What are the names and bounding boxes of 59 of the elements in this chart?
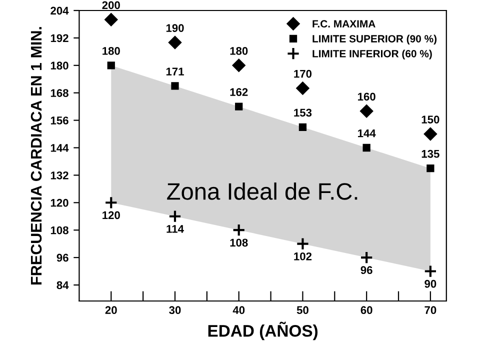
annotation: Zona Ideal de F.C. — [167, 182, 358, 200]
y-tick-label: 144 — [50, 144, 69, 152]
data-label: 90 — [424, 280, 436, 288]
point — [168, 210, 182, 223]
point — [168, 36, 182, 50]
point — [298, 123, 307, 131]
point — [426, 164, 434, 172]
y-tick-label: 180 — [50, 62, 68, 70]
data-label: 180 — [102, 47, 120, 55]
y-tick-label: 156 — [50, 116, 68, 124]
x-tick-label: 60 — [360, 306, 372, 314]
point — [235, 102, 243, 110]
y-tick-label: 168 — [50, 89, 68, 97]
data-label: 102 — [294, 252, 312, 260]
point — [296, 237, 310, 250]
y-tick-label: 192 — [50, 34, 68, 42]
point — [104, 13, 118, 26]
data-label: 200 — [102, 1, 120, 10]
point — [104, 196, 118, 210]
y-tick-label: 120 — [50, 198, 68, 207]
y-axis-title: FRECUENCIA CARDIACA EN 1 MIN. — [30, 27, 42, 284]
point — [232, 58, 246, 72]
x-tick-label: 40 — [232, 306, 245, 314]
data-label: 153 — [294, 108, 312, 117]
y-tick-label: 132 — [50, 171, 68, 180]
legend-label: F.C. MAXIMA — [312, 20, 376, 28]
data-label: 96 — [360, 266, 372, 274]
data-label: 160 — [358, 92, 376, 101]
data-label: 170 — [294, 70, 312, 78]
point — [107, 62, 115, 70]
point — [424, 127, 438, 141]
y-tick-label: 84 — [56, 281, 69, 290]
legend-label: LIMITE SUPERIOR (90 %) — [312, 34, 437, 45]
y-tick-label: 204 — [50, 6, 69, 15]
data-label: 108 — [230, 238, 248, 247]
y-tick-label: 96 — [56, 254, 68, 262]
x-tick-label: 30 — [169, 306, 181, 314]
y-tick-label: 108 — [50, 226, 68, 234]
x-tick-label: 70 — [424, 306, 436, 314]
x-axis-title: EDAD (AÑOS) — [208, 322, 318, 340]
x-tick-label: 20 — [105, 306, 117, 314]
data-label: 171 — [166, 68, 184, 76]
data-label: 150 — [422, 116, 440, 124]
x-tick-label: 50 — [296, 306, 308, 314]
point — [424, 264, 438, 278]
data-label: 180 — [230, 47, 248, 55]
data-label: 162 — [230, 88, 248, 96]
data-label: 114 — [166, 225, 184, 233]
data-label: 190 — [166, 24, 184, 32]
data-label: 144 — [358, 129, 376, 138]
data-label: 120 — [102, 211, 120, 220]
point — [232, 223, 246, 237]
point — [360, 104, 374, 118]
point — [171, 82, 179, 90]
data-label: 135 — [422, 150, 440, 158]
point — [362, 144, 370, 152]
legend-label: LIMITE INFERIOR (60 %) — [312, 50, 432, 60]
point — [360, 250, 374, 264]
point — [296, 82, 310, 95]
